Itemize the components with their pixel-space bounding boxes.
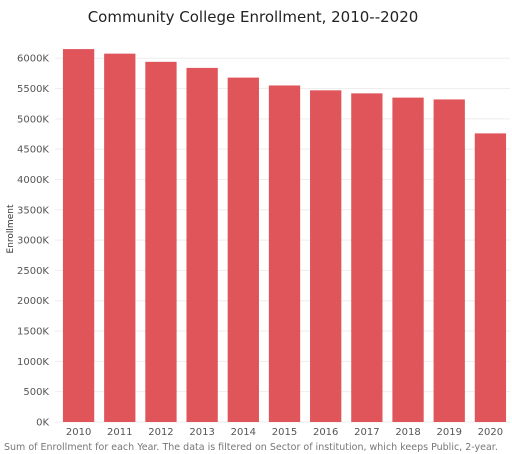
- bar-2011[interactable]: [104, 53, 136, 423]
- y-tick-label: 0K: [36, 418, 49, 429]
- x-tick-label: 2014: [231, 427, 256, 438]
- y-tick-label: 3500K: [17, 205, 49, 216]
- bar-2010[interactable]: [62, 49, 95, 422]
- bar-2015[interactable]: [268, 85, 301, 422]
- y-tick-label: 2500K: [17, 266, 49, 277]
- y-tick-label: 4500K: [17, 145, 49, 156]
- y-tick-label: 1500K: [17, 327, 49, 338]
- x-tick-label: 2017: [354, 427, 379, 438]
- y-tick-label: 2000K: [17, 296, 49, 307]
- bar-2012[interactable]: [145, 61, 177, 422]
- y-tick-label: 6000K: [17, 54, 49, 65]
- chart-caption: Sum of Enrollment for each Year. The dat…: [4, 442, 498, 453]
- bar-2013[interactable]: [186, 67, 218, 423]
- y-axis-title: Enrollment: [6, 204, 16, 253]
- bar-2018[interactable]: [392, 97, 424, 422]
- x-tick-label: 2018: [395, 427, 420, 438]
- chart-title: Community College Enrollment, 2010--2020: [88, 8, 419, 26]
- y-axis: 0K 500K 1000K 1500K 2000K 2500K 3000K 3500K 4000…: [17, 54, 49, 429]
- x-tick-label: 2012: [148, 427, 173, 438]
- bar-2019[interactable]: [433, 99, 465, 422]
- y-tick-label: 3000K: [17, 236, 49, 247]
- bars: [62, 49, 507, 423]
- x-tick-label: 2020: [478, 427, 503, 438]
- y-tick-label: 5500K: [17, 84, 49, 95]
- bar-2016[interactable]: [310, 90, 342, 423]
- bar-2014[interactable]: [227, 77, 259, 422]
- y-tick-label: 4000K: [17, 175, 49, 186]
- x-tick-label: 2010: [66, 427, 91, 438]
- x-tick-label: 2016: [313, 427, 338, 438]
- x-axis: 2010 2011 2012 2013 2014 2015 2016 2017 2018 2019…: [66, 427, 503, 438]
- x-tick-label: 2011: [107, 427, 132, 438]
- y-tick-label: 5000K: [17, 114, 49, 125]
- x-tick-label: 2013: [189, 427, 214, 438]
- bar-2020[interactable]: [474, 133, 507, 422]
- x-tick-label: 2015: [272, 427, 297, 438]
- x-tick-label: 2019: [437, 427, 462, 438]
- bar-2017[interactable]: [351, 93, 383, 422]
- y-tick-label: 500K: [23, 387, 49, 398]
- y-tick-label: 1000K: [17, 357, 49, 368]
